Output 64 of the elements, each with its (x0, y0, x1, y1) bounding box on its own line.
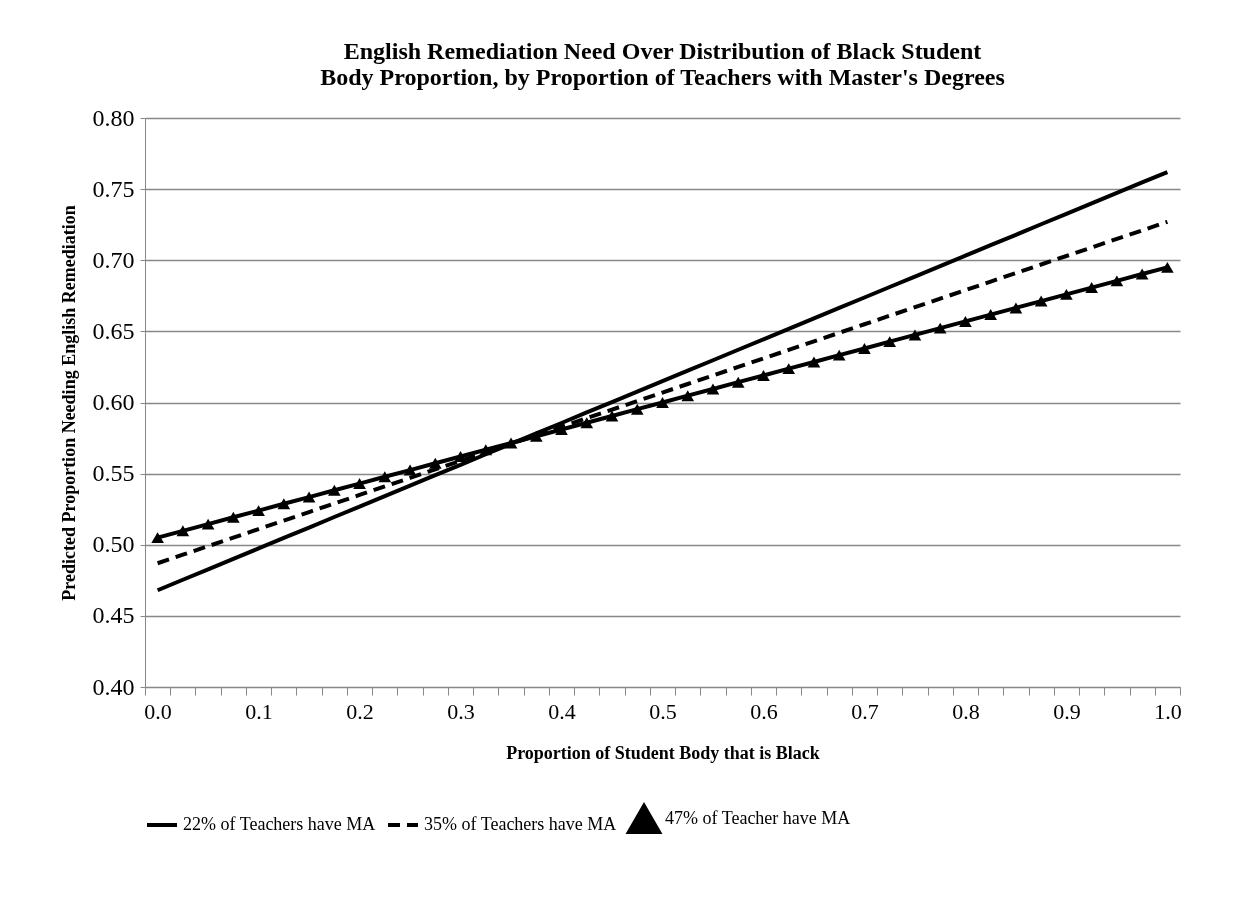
line-series (155, 170, 1170, 593)
point (428, 457, 442, 469)
x-tick-label: 0.7 (851, 698, 879, 724)
legend-label: 47% of Teacher have MA (665, 808, 851, 828)
point (1135, 268, 1149, 280)
y-tick-label: 0.70 (92, 246, 135, 273)
point (151, 532, 164, 544)
y-tick-label: 0.55 (92, 460, 135, 487)
point (1009, 302, 1023, 314)
point (1034, 295, 1048, 307)
point (328, 484, 341, 496)
x-tick-label: 1.0 (1154, 698, 1182, 724)
point (176, 525, 190, 537)
point (353, 478, 366, 490)
x-tick-label: 0.1 (245, 698, 273, 724)
x-tick-label: 0.8 (952, 698, 980, 724)
x-tick-label: 0.2 (346, 698, 374, 724)
point (580, 417, 594, 429)
point (1085, 282, 1098, 294)
point (807, 356, 821, 368)
x-tick-label: 0.4 (548, 698, 576, 724)
point (883, 336, 897, 348)
y-tick-label: 0.40 (92, 673, 135, 700)
point (656, 397, 669, 408)
point (984, 309, 997, 321)
point (201, 518, 215, 530)
y-tick-label: 0.50 (92, 531, 135, 558)
legend-label: 22% of Teachers have MA (183, 814, 376, 834)
point (227, 511, 240, 523)
y-tick-label: 0.45 (92, 602, 135, 629)
point (403, 464, 417, 476)
point (479, 444, 493, 456)
legend-label: 35% of Teachers have MA (424, 814, 617, 834)
x-tick-label: 0.3 (447, 698, 475, 724)
x-tick-label: 0.5 (649, 698, 677, 724)
point (757, 370, 770, 381)
x-tick-label: 0.9 (1053, 698, 1081, 724)
y-tick-label: 0.75 (92, 175, 135, 202)
x-axis-title: Proportion of Student Body that is Black (506, 742, 820, 763)
x-tick-label: 0.0 (144, 698, 172, 724)
y-axis-title: Predicted Proportion Needing English Remediation (58, 205, 79, 601)
point (731, 376, 745, 388)
point (933, 322, 947, 334)
point (252, 505, 265, 517)
point (832, 349, 846, 361)
point (959, 315, 972, 327)
point (630, 403, 644, 415)
point (605, 410, 619, 422)
point (302, 491, 316, 503)
point (858, 342, 871, 354)
point (706, 383, 720, 395)
point (1161, 261, 1174, 273)
y-tick-label: 0.60 (92, 389, 135, 415)
chart-title: English Remediation Need Over Distribution of Black Student Body Proportion, by Proportion of Teachers with Master's Degrees (320, 38, 1005, 90)
point (782, 363, 796, 375)
point (908, 329, 922, 341)
point (277, 498, 291, 510)
y-tick-label: 0.65 (92, 317, 135, 344)
point (681, 390, 695, 402)
point (378, 471, 392, 483)
point (1110, 275, 1124, 287)
y-tick-label: 0.80 (92, 104, 135, 131)
point (1060, 288, 1073, 300)
x-tick-label: 0.6 (750, 698, 778, 724)
